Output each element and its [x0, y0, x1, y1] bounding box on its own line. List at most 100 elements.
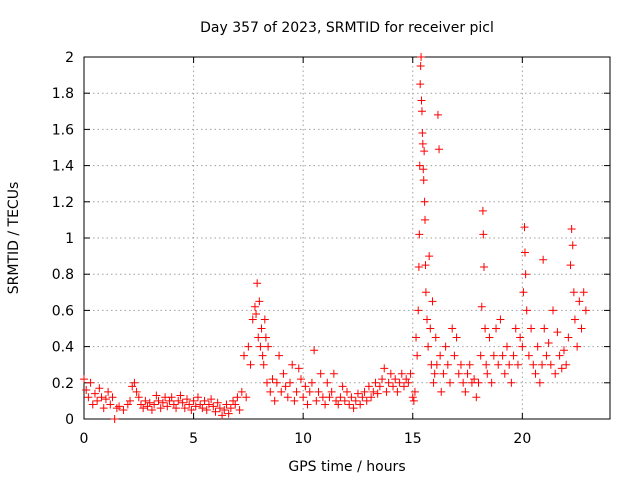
data-point	[539, 255, 548, 264]
data-point	[399, 382, 408, 391]
data-point	[436, 351, 445, 360]
data-point	[268, 375, 277, 384]
data-point	[489, 351, 498, 360]
data-point	[222, 400, 231, 409]
data-point	[141, 396, 150, 405]
x-tick-label: 10	[294, 431, 312, 447]
data-point	[158, 398, 167, 407]
data-point	[410, 387, 419, 396]
data-point	[567, 224, 576, 233]
data-point	[353, 389, 362, 398]
data-point	[343, 387, 351, 396]
data-point	[294, 364, 303, 373]
data-point	[108, 393, 117, 402]
data-point	[345, 400, 354, 409]
data-point	[187, 405, 196, 414]
data-point	[239, 351, 248, 360]
data-point	[492, 324, 501, 333]
data-point	[531, 369, 540, 378]
data-point	[237, 387, 246, 396]
data-point	[303, 400, 312, 409]
data-point	[128, 382, 137, 391]
data-point	[384, 378, 393, 387]
data-point	[272, 378, 281, 387]
data-point	[258, 351, 267, 360]
ticks: 0 5 10 15 20 0 0.2 0.4 0.6 0.8 1 1.2 1.4 1.6 1.8 2	[52, 50, 610, 447]
data-point	[380, 364, 389, 373]
data-point	[456, 360, 465, 369]
y-tick-label: 0.8	[52, 267, 74, 283]
data-point	[286, 378, 295, 387]
data-point	[494, 360, 503, 369]
data-point	[90, 389, 99, 398]
data-point	[430, 369, 439, 378]
data-points	[80, 53, 590, 423]
data-point	[367, 393, 376, 402]
data-point	[360, 387, 369, 396]
data-point	[101, 395, 110, 404]
data-point	[375, 382, 384, 391]
data-point	[185, 400, 194, 409]
data-point	[329, 369, 338, 378]
data-point	[421, 215, 430, 224]
data-point	[441, 342, 450, 351]
y-tick-label: 2	[65, 50, 74, 66]
data-point	[452, 333, 461, 342]
data-point	[202, 405, 211, 414]
data-point	[420, 197, 429, 206]
data-point	[518, 342, 527, 351]
data-point	[358, 393, 367, 402]
data-point	[527, 324, 536, 333]
data-point	[270, 396, 279, 405]
data-point	[351, 396, 360, 405]
data-point	[397, 369, 406, 378]
data-point	[553, 328, 562, 337]
data-point	[130, 378, 139, 387]
data-point	[347, 393, 356, 402]
data-point	[581, 306, 590, 315]
x-tick-label: 15	[404, 431, 422, 447]
data-point	[562, 360, 571, 369]
data-point	[386, 369, 395, 378]
data-point	[579, 288, 588, 297]
data-point	[421, 288, 430, 297]
data-point	[215, 404, 224, 413]
data-point	[404, 378, 413, 387]
data-point	[465, 360, 474, 369]
data-point	[382, 387, 391, 396]
data-point	[193, 393, 202, 402]
y-axis-label: SRMTID / TECUs	[6, 182, 22, 295]
data-point	[340, 396, 349, 405]
data-point	[196, 400, 205, 409]
data-point	[172, 404, 181, 413]
data-point	[420, 147, 429, 156]
data-point	[428, 297, 437, 306]
data-point	[418, 139, 427, 148]
data-point	[529, 360, 538, 369]
data-point	[505, 360, 514, 369]
data-point	[573, 342, 582, 351]
data-point	[520, 223, 529, 232]
data-point	[332, 396, 341, 405]
data-point	[115, 402, 124, 411]
data-point	[481, 324, 490, 333]
data-point	[334, 400, 343, 409]
data-point	[535, 378, 544, 387]
data-point	[521, 270, 530, 279]
data-point	[104, 387, 113, 396]
data-point	[112, 404, 121, 413]
data-point	[546, 360, 555, 369]
data-point	[156, 404, 165, 413]
data-point	[373, 389, 382, 398]
y-tick-label: 1.2	[52, 195, 74, 211]
data-point	[204, 400, 213, 409]
data-point	[145, 398, 154, 407]
data-point	[169, 400, 178, 409]
data-point	[564, 333, 573, 342]
data-point	[415, 161, 424, 170]
data-point	[132, 387, 141, 396]
data-point	[316, 369, 325, 378]
data-point	[349, 404, 358, 413]
data-point	[524, 351, 533, 360]
data-point	[163, 402, 172, 411]
